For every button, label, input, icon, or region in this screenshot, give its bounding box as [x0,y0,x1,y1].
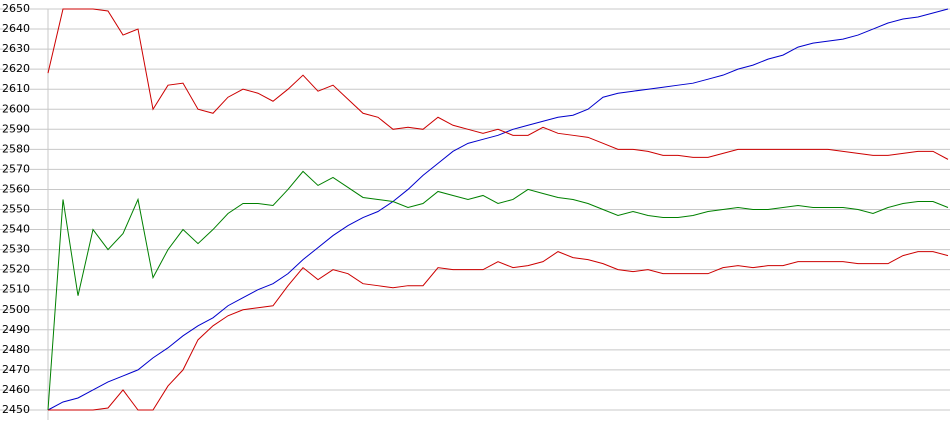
y-tick-label: 2550 [2,203,30,216]
series-line [47,8,949,411]
y-tick-label: 2540 [2,223,30,236]
y-tick-label: 2510 [2,283,30,296]
y-tick-label: 2640 [2,22,30,35]
y-tick-label: 2590 [2,122,30,135]
y-tick-label: 2610 [2,82,30,95]
y-tick-label: 2470 [2,363,30,376]
y-tick-label: 2480 [2,343,30,356]
y-tick-label: 2450 [2,403,30,416]
y-tick-label: 2620 [2,62,30,75]
y-tick-label: 2650 [2,2,30,15]
y-tick-label: 2570 [2,162,30,175]
y-tick-label: 2630 [2,42,30,55]
y-tick-label: 2530 [2,243,30,256]
y-tick-label: 2500 [2,303,30,316]
y-tick-label: 2600 [2,102,30,115]
y-tick-label: 2520 [2,263,30,276]
series-line [47,170,949,411]
y-tick-label: 2580 [2,142,30,155]
series-line [47,8,949,160]
series-line [48,251,949,411]
y-tick-label: 2560 [2,182,30,195]
y-tick-label: 2490 [2,323,30,336]
y-tick-label: 2460 [2,383,30,396]
